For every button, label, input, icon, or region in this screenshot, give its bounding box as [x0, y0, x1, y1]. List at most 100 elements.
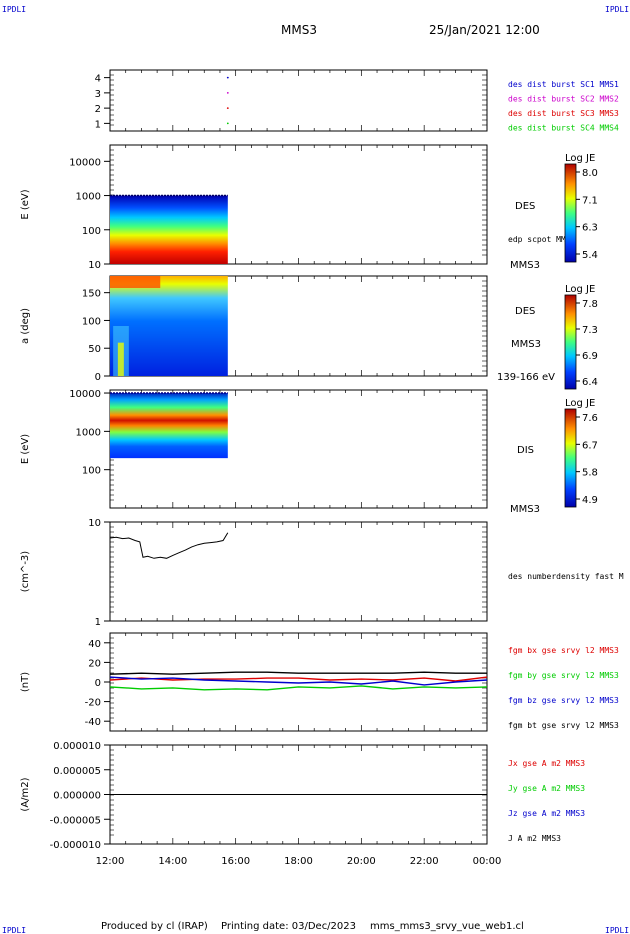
des-energy-colorbar-scale [564, 163, 577, 263]
density-y-tick-label: 10 [88, 518, 101, 529]
corner-label-top-left: IPDLI [2, 5, 26, 14]
des-energy-label: DES [515, 201, 535, 212]
availability-point [226, 107, 229, 110]
dis-energy-colorbar-title: Log JE [565, 398, 595, 409]
dis-energy-spectrogram [110, 393, 228, 459]
availability-point [226, 122, 229, 125]
des-energy-colorbar-tick-label: 7.1 [582, 195, 598, 206]
panels-group: 1 2 3 4 des dist burst SC1 MMS1 des dist burs… [20, 69, 624, 851]
dis-energy-y-tick-label: 1000 [76, 427, 101, 438]
current-series-label: J A m2 MMS3 [508, 834, 561, 843]
fgm-y-tick-label: 40 [88, 639, 101, 650]
des-pitch-colorbar-tick-label: 6.9 [582, 351, 598, 362]
des-pitch-yellow-streak [117, 342, 124, 376]
density-ylabel: (cm^-3) [20, 551, 31, 592]
des-pitch-label: DES [515, 306, 535, 317]
footer-produced-by: Produced by cl (IRAP) [101, 921, 208, 932]
availability-legend-entry: des dist burst SC1 MMS1 [508, 80, 619, 89]
fgm-series-line [109, 676, 488, 686]
time-tick-label: 14:00 [158, 856, 187, 867]
panel-frame-6 [109, 632, 488, 732]
time-tick-label: 00:00 [473, 856, 502, 867]
panel-frame-5 [109, 521, 488, 622]
time-tick-label: 22:00 [410, 856, 439, 867]
des-pitch-hot-band [110, 276, 161, 288]
current-y-tick-label: -0.000005 [50, 815, 101, 826]
corner-label-bottom-right: IPDLI [605, 926, 629, 934]
footer-filename: mms_mms3_srvy_vue_web1.cl [370, 921, 524, 932]
fgm-series-label: fgm bz gse srvy l2 MMS3 [508, 696, 619, 705]
des-pitch-ylabel: a (deg) [20, 308, 31, 344]
density-y-tick-label: 1 [95, 617, 101, 628]
corner-label-bottom-left: IPDLI [2, 926, 26, 934]
availability-legend-entry: des dist burst SC2 MMS2 [508, 95, 619, 104]
fgm-ylabel: (nT) [20, 672, 31, 692]
dis-energy-label: DIS [517, 445, 534, 456]
fgm-series-line [109, 685, 488, 691]
fgm-series-label: fgm bt gse srvy l2 MMS3 [508, 721, 619, 730]
dis-energy-colorbar-tick-label: 4.9 [582, 495, 598, 506]
des-pitch-y-tick-label: 0 [95, 372, 101, 383]
time-tick-label: 20:00 [347, 856, 376, 867]
time-axis: 12:00 14:00 16:00 18:00 20:00 22:00 00:00 [96, 856, 502, 867]
dis-energy-colorbar-tick-label: 6.7 [582, 440, 598, 451]
des-energy-y-tick-label: 100 [82, 226, 101, 237]
fgm-series-line [109, 671, 487, 675]
des-pitch-spacecraft: MMS3 [511, 339, 541, 350]
fgm-y-tick-label: -20 [85, 698, 101, 709]
des-energy-colorbar-tick-label: 8.0 [582, 168, 598, 179]
des-energy-y-tick-label: 1000 [76, 192, 101, 203]
des-pitch-colorbar-title: Log JE [565, 284, 595, 295]
fgm-series-line [109, 676, 488, 682]
density-series-line [109, 532, 229, 559]
spacecraft-title: MMS3 [281, 23, 317, 37]
current-y-tick-label: 0.000000 [53, 791, 101, 802]
current-ylabel: (A/m2) [20, 777, 31, 811]
dis-energy-spacecraft: MMS3 [510, 504, 540, 515]
dis-energy-ylabel: E (eV) [20, 434, 31, 464]
des-energy-y-tick-label: 10000 [69, 157, 101, 168]
des-pitch-colorbar-tick-label: 7.3 [582, 325, 598, 336]
des-pitch-colorbar-tick-label: 6.4 [582, 377, 598, 388]
des-energy-spectrogram [110, 195, 228, 264]
availability-y-tick-label: 1 [95, 119, 101, 130]
time-tick-label: 16:00 [221, 856, 250, 867]
current-series-label: Jy gse A m2 MMS3 [508, 784, 585, 793]
des-energy-sublabel: edp scpot MMS3 [508, 235, 576, 244]
des-pitch-colorbar-scale [564, 294, 577, 390]
panel-frame-1 [109, 69, 488, 132]
fgm-y-tick-label: 20 [88, 658, 101, 669]
dis-energy-colorbar-tick-label: 5.8 [582, 468, 598, 479]
dis-energy-y-tick-label: 10000 [69, 389, 101, 400]
current-y-tick-label: 0.000010 [53, 741, 101, 752]
density-series-label: des numberdensity fast M [508, 572, 624, 581]
des-energy-colorbar-title: Log JE [565, 153, 595, 164]
dis-energy-colorbar-scale [564, 408, 577, 508]
des-energy-colorbar-tick-label: 6.3 [582, 223, 598, 234]
dis-energy-colorbar-tick-label: 7.6 [582, 413, 598, 424]
corner-label-top-right: IPDLI [605, 5, 629, 14]
availability-point [226, 76, 229, 79]
des-pitch-spectrogram [110, 276, 228, 376]
fgm-series-label: fgm bx gse srvy l2 MMS3 [508, 646, 619, 655]
availability-y-tick-label: 2 [95, 104, 101, 115]
dis-energy-y-tick-label: 100 [82, 466, 101, 477]
des-pitch-y-tick-label: 100 [82, 316, 101, 327]
current-y-tick-label: -0.000010 [50, 840, 101, 851]
fgm-y-tick-label: -40 [85, 717, 101, 728]
fgm-y-tick-label: 0 [95, 678, 101, 689]
availability-legend-entry: des dist burst SC3 MMS3 [508, 109, 619, 118]
des-pitch-colorbar-tick-label: 7.8 [582, 299, 598, 310]
availability-y-tick-label: 4 [95, 74, 101, 85]
des-energy-spacecraft: MMS3 [510, 260, 540, 271]
time-tick-label: 12:00 [96, 856, 125, 867]
availability-point [226, 91, 229, 94]
current-series-label: Jz gse A m2 MMS3 [508, 809, 585, 818]
des-energy-y-tick-label: 10 [88, 260, 101, 271]
des-pitch-y-tick-label: 150 [82, 289, 101, 300]
des-pitch-energy-range: 139-166 eV [497, 372, 555, 383]
des-energy-colorbar-tick-label: 5.4 [582, 250, 598, 261]
time-tick-label: 18:00 [284, 856, 313, 867]
current-y-tick-label: 0.000005 [53, 766, 101, 777]
